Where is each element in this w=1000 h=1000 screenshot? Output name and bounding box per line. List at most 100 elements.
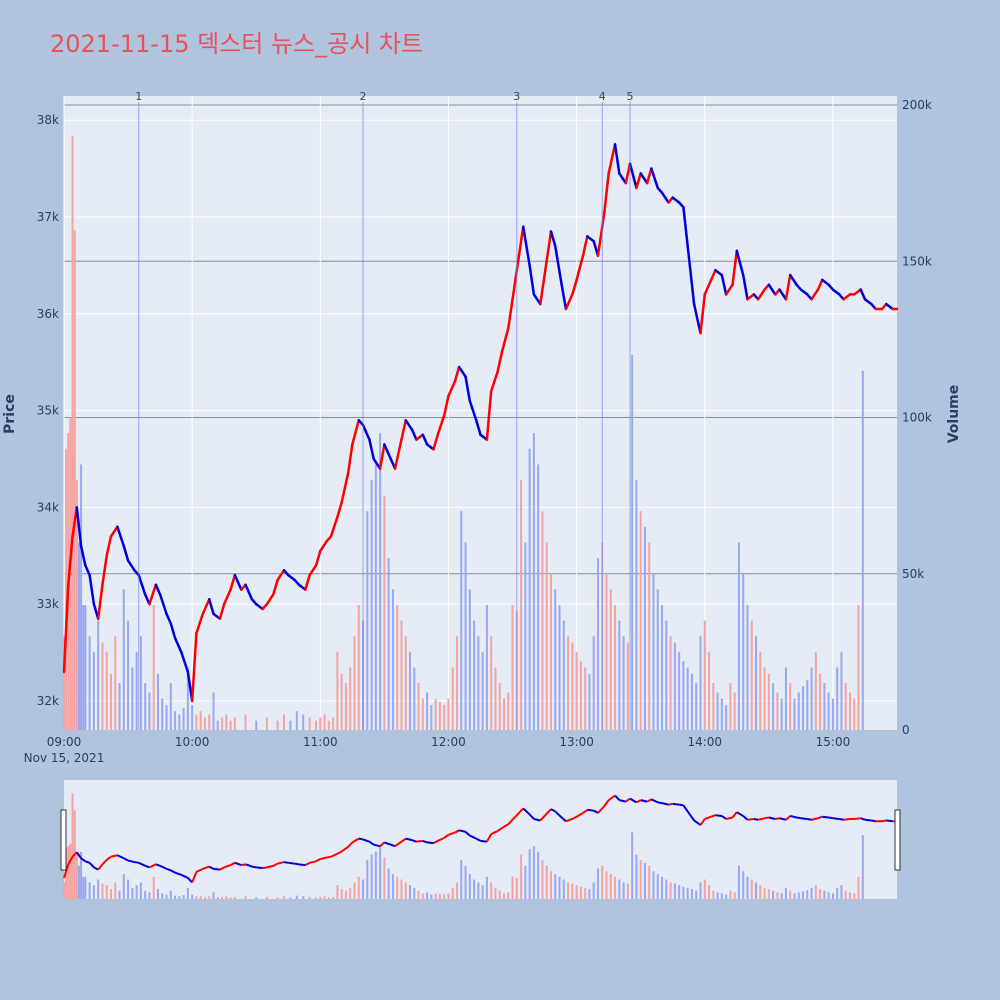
mini-volume-bar	[554, 874, 557, 899]
volume-bar	[626, 642, 629, 730]
mini-volume-bar	[379, 846, 382, 899]
volume-bar	[156, 673, 159, 730]
mini-price-segment	[134, 861, 139, 864]
mini-volume-bar	[426, 892, 429, 899]
price-segment	[415, 433, 425, 441]
event-marker-label: 4	[599, 90, 606, 103]
mini-price-segment	[245, 863, 253, 868]
volume-bar	[447, 698, 450, 730]
mini-price-segment	[614, 794, 621, 801]
volume-bar	[584, 667, 587, 730]
mini-price-segment	[486, 833, 493, 843]
price-segment	[436, 414, 446, 437]
mini-price-segment	[433, 840, 439, 845]
volume-bar	[233, 717, 236, 730]
mini-price-segment	[753, 818, 759, 821]
mini-price-segment	[490, 830, 499, 836]
mini-price-segment	[668, 802, 673, 806]
mini-price-segment	[593, 809, 599, 814]
mini-volume-bar	[323, 896, 326, 899]
mini-price-segment	[362, 838, 370, 843]
mini-volume-bar	[349, 887, 352, 899]
mini-volume-bar	[344, 890, 347, 899]
price-segment	[96, 583, 104, 620]
price-segment	[346, 443, 354, 475]
mini-price-segment	[480, 839, 488, 843]
volume-bar	[374, 464, 377, 730]
mini-price-segment	[251, 865, 257, 869]
y-tick-label: 36k	[37, 307, 59, 321]
volume-bar	[793, 698, 796, 730]
mini-volume-bar	[400, 879, 403, 899]
rangeslider[interactable]	[63, 793, 897, 899]
mini-price-segment	[881, 819, 887, 823]
volume-bar	[836, 667, 839, 730]
mini-volume-bar	[203, 896, 206, 899]
volume-bar	[353, 636, 356, 730]
x-axis-date-label: Nov 15, 2021	[24, 751, 105, 765]
mini-price-segment	[742, 815, 749, 821]
volume-bar	[708, 651, 711, 730]
price-segment	[432, 433, 440, 451]
mini-price-segment	[543, 808, 552, 817]
mini-volume-bar	[289, 897, 292, 899]
mini-price-segment	[768, 816, 776, 820]
price-segment	[218, 602, 226, 620]
price-segment	[645, 167, 653, 185]
price-segment	[714, 268, 724, 277]
volume-bar	[308, 717, 311, 730]
mini-volume-bar	[67, 846, 70, 899]
mini-price-segment	[223, 864, 231, 869]
price-segment	[393, 438, 403, 470]
grid-lines	[63, 96, 897, 730]
mini-volume-bar	[391, 874, 394, 899]
mini-volume-bar	[82, 876, 85, 899]
volume-bar	[438, 701, 441, 730]
mini-volume-bar	[413, 887, 416, 899]
mini-volume-bar	[695, 890, 698, 899]
volume-bar	[144, 683, 147, 730]
mini-price-segment	[411, 839, 417, 843]
mini-volume-bar	[802, 891, 805, 899]
mini-price-segment	[63, 864, 70, 879]
mini-volume-bar	[861, 835, 864, 899]
mini-volume-bar	[421, 893, 424, 899]
mini-volume-bar	[827, 892, 830, 899]
mini-price-segment	[587, 808, 594, 812]
mini-price-segment	[351, 837, 360, 844]
mini-price-segment	[635, 799, 642, 804]
mini-price-segment	[828, 816, 834, 820]
mini-volume-bar	[443, 894, 446, 899]
mini-volume-bar	[494, 887, 497, 899]
volume-bar	[152, 605, 155, 730]
price-segment	[575, 254, 585, 282]
mini-volume-bar	[571, 883, 574, 899]
volume-bar	[605, 573, 608, 730]
volume-bar	[742, 573, 745, 730]
volume-bar	[80, 464, 83, 730]
rangeslider-background	[64, 780, 897, 899]
mini-volume-bar	[793, 893, 796, 899]
mini-price-segment	[262, 866, 268, 870]
mini-volume-bar	[374, 851, 377, 899]
mini-price-segment	[785, 815, 791, 821]
mini-price-segment	[341, 846, 349, 853]
volume-bar	[456, 636, 459, 730]
volume-bar	[789, 683, 792, 730]
volume-bar	[720, 698, 723, 730]
x-tick-label: 15:00	[816, 735, 851, 749]
price-segment	[485, 389, 493, 441]
price-segment	[276, 569, 286, 582]
mini-price-segment	[127, 859, 135, 864]
mini-price-segment	[715, 814, 722, 817]
volume-bar	[169, 683, 172, 730]
rangeslider-left-handle[interactable]	[60, 809, 67, 871]
price-segment	[158, 593, 168, 616]
rangeslider-right-handle[interactable]	[894, 809, 901, 871]
volume-bar	[182, 708, 185, 730]
mini-price-segment	[116, 854, 125, 860]
mini-price-segment	[511, 812, 520, 821]
mini-price-segment	[85, 860, 90, 864]
price-segment	[778, 288, 788, 301]
